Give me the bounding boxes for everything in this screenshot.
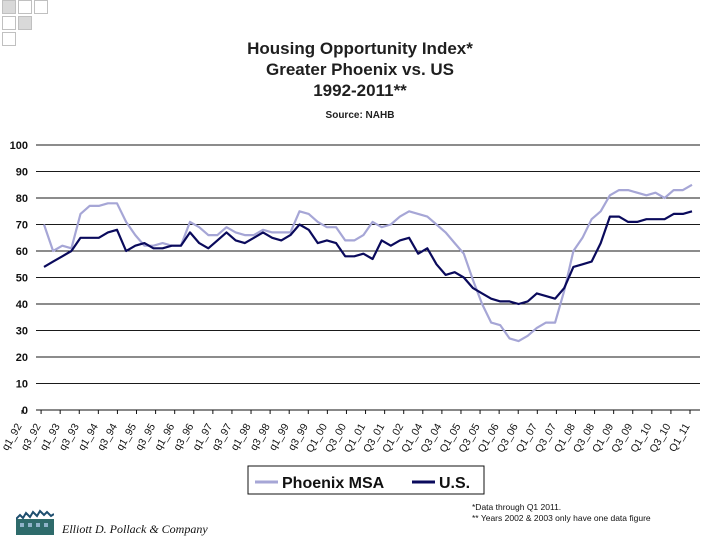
y-tick-label: 100	[10, 140, 28, 152]
title-line-3: 1992-2011**	[313, 81, 407, 100]
y-tick-label: 20	[16, 352, 28, 364]
deco-square	[18, 16, 32, 30]
y-tick-label: 60	[16, 246, 28, 258]
deco-square	[18, 0, 32, 14]
deco-square	[34, 0, 48, 14]
chart-title: Housing Opportunity Index* Greater Phoen…	[0, 38, 720, 101]
y-tick-label: 90	[16, 167, 28, 179]
deco-square	[2, 16, 16, 30]
legend: Phoenix MSA U.S.	[247, 465, 485, 495]
series-line-us	[43, 210, 693, 306]
legend-box	[247, 465, 485, 495]
legend-label-us: U.S.	[439, 475, 470, 492]
y-tick-label: 80	[16, 193, 28, 205]
footnote-2: ** Years 2002 & 2003 only have one data …	[472, 513, 651, 523]
y-tick-label: 40	[16, 299, 28, 311]
grid-lines	[36, 144, 700, 384]
deco-square	[2, 0, 16, 14]
x-axis: q1_92q3_92q1_93q3_93q1_94q3_94q1_95q3_95…	[0, 409, 700, 455]
company-name: Elliott D. Pollack & Company	[62, 522, 208, 536]
y-tick-label: 0	[22, 405, 28, 417]
series-lines	[42, 183, 693, 343]
series-line-phoenix	[42, 183, 693, 343]
title-line-2: Greater Phoenix vs. US	[265, 60, 455, 79]
y-tick-label: 70	[16, 220, 28, 232]
y-tick-label: 50	[16, 273, 28, 285]
footnotes: *Data through Q1 2011. ** Years 2002 & 2…	[472, 502, 651, 524]
y-tick-label: 30	[16, 326, 28, 338]
source-label: Source: NAHB	[325, 110, 395, 121]
company-logo-icon	[16, 509, 54, 535]
y-axis-ticks: 0 10 20 30 40 50 60 70 80 90 100	[10, 140, 28, 417]
deco-square	[2, 32, 16, 46]
legend-label-phoenix: Phoenix MSA	[282, 475, 385, 492]
y-tick-label: 10	[16, 379, 28, 391]
corner-squares-decoration	[0, 0, 60, 50]
footnote-1: *Data through Q1 2011.	[472, 502, 562, 512]
title-line-1: Housing Opportunity Index*	[247, 39, 473, 58]
